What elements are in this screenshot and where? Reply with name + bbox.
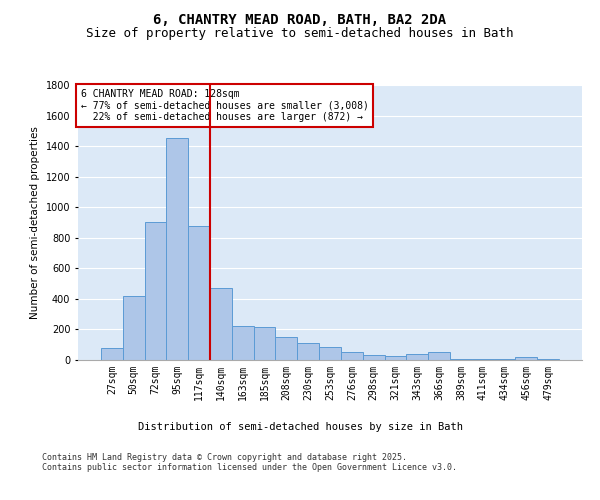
Bar <box>101 348 123 360</box>
Bar <box>297 343 319 360</box>
Bar <box>406 354 428 360</box>
Bar <box>537 359 559 360</box>
Bar <box>232 326 254 360</box>
Bar <box>254 327 275 360</box>
Text: Distribution of semi-detached houses by size in Bath: Distribution of semi-detached houses by … <box>137 422 463 432</box>
Y-axis label: Number of semi-detached properties: Number of semi-detached properties <box>30 126 40 319</box>
Bar <box>145 222 166 360</box>
Text: Contains HM Land Registry data © Crown copyright and database right 2025.
Contai: Contains HM Land Registry data © Crown c… <box>42 452 457 472</box>
Bar <box>472 359 494 360</box>
Bar <box>210 288 232 360</box>
Text: 6, CHANTRY MEAD ROAD, BATH, BA2 2DA: 6, CHANTRY MEAD ROAD, BATH, BA2 2DA <box>154 12 446 26</box>
Bar <box>319 347 341 360</box>
Bar <box>494 359 515 360</box>
Text: 6 CHANTRY MEAD ROAD: 128sqm
← 77% of semi-detached houses are smaller (3,008)
  : 6 CHANTRY MEAD ROAD: 128sqm ← 77% of sem… <box>80 89 368 122</box>
Bar <box>385 356 406 360</box>
Bar <box>275 337 297 360</box>
Bar <box>188 226 210 360</box>
Bar <box>166 138 188 360</box>
Text: Size of property relative to semi-detached houses in Bath: Size of property relative to semi-detach… <box>86 28 514 40</box>
Bar <box>450 359 472 360</box>
Bar <box>123 296 145 360</box>
Bar <box>341 352 363 360</box>
Bar <box>363 354 385 360</box>
Bar <box>428 352 450 360</box>
Bar <box>515 357 537 360</box>
